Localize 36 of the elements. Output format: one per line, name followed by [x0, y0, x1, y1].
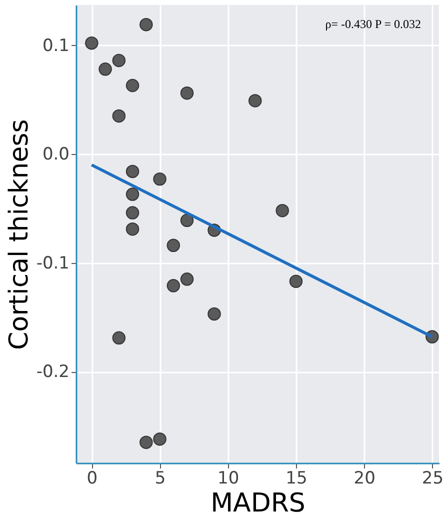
- point: [126, 164, 140, 178]
- point: [153, 172, 166, 186]
- point: [180, 272, 194, 286]
- point: [276, 204, 289, 218]
- point: [98, 62, 112, 76]
- y-axis-title: Cortical thickness: [4, 119, 34, 350]
- annotation: ρ= -0.430 P = 0.032: [325, 17, 421, 31]
- x-tick-label: 15: [286, 468, 308, 488]
- point: [126, 206, 140, 220]
- point: [140, 436, 153, 449]
- point: [85, 36, 98, 50]
- point: [180, 214, 194, 228]
- point: [153, 432, 166, 446]
- x-tick-label: 20: [354, 468, 376, 488]
- x-tick-label: 25: [422, 468, 444, 488]
- point: [166, 279, 180, 292]
- point: [180, 86, 194, 100]
- point: [112, 331, 126, 345]
- y-tick-label: -0.2: [36, 362, 70, 382]
- y-tick-label: 0.1: [42, 36, 70, 56]
- x-tick-label: 0: [86, 468, 98, 488]
- y-tick-label: 0.0: [42, 144, 70, 165]
- point: [166, 238, 180, 252]
- point: [140, 18, 153, 32]
- point: [248, 94, 262, 108]
- x-tick-label: 10: [218, 468, 240, 488]
- point: [112, 54, 126, 68]
- point: [289, 274, 303, 288]
- x-axis-title: MADRS: [210, 488, 306, 518]
- x-tick-label: 5: [154, 468, 166, 488]
- point: [126, 188, 140, 201]
- point: [126, 78, 140, 92]
- point: [208, 307, 221, 321]
- point: [126, 222, 140, 236]
- y-tick-label: -0.1: [36, 253, 70, 274]
- point: [112, 109, 126, 123]
